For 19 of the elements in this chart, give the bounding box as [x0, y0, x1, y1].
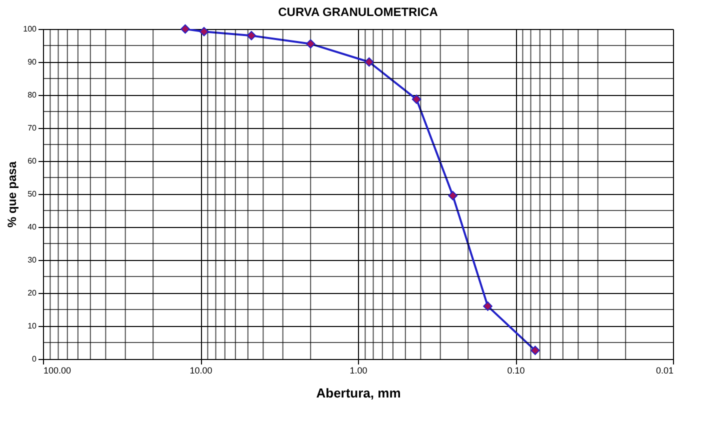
- y-tick-label: 40: [28, 222, 38, 232]
- y-tick-label: 100: [23, 24, 38, 34]
- x-tick-label: 0.10: [507, 366, 525, 376]
- y-tick-label: 80: [28, 90, 38, 100]
- y-tick-label: 70: [28, 124, 38, 132]
- y-tick-label: 50: [28, 190, 38, 198]
- x-tick-label: 1.00: [350, 366, 368, 376]
- y-tick-label: 10: [28, 322, 38, 330]
- x-tick-label: 10.00: [190, 366, 212, 376]
- y-tick-label: 30: [28, 256, 38, 264]
- y-tick-label: 60: [28, 156, 38, 166]
- y-tick-label: 90: [28, 58, 38, 66]
- chart-title: CURVA GRANULOMETRICA: [278, 4, 438, 19]
- y-tick-label: 20: [28, 288, 38, 298]
- x-axis-title: Abertura, mm: [316, 386, 401, 400]
- x-tick-label: 100.00: [44, 366, 72, 376]
- y-tick-label: 0: [32, 354, 38, 364]
- x-tick-label: 0.01: [656, 366, 674, 376]
- y-axis-title: % que pasa: [5, 161, 20, 228]
